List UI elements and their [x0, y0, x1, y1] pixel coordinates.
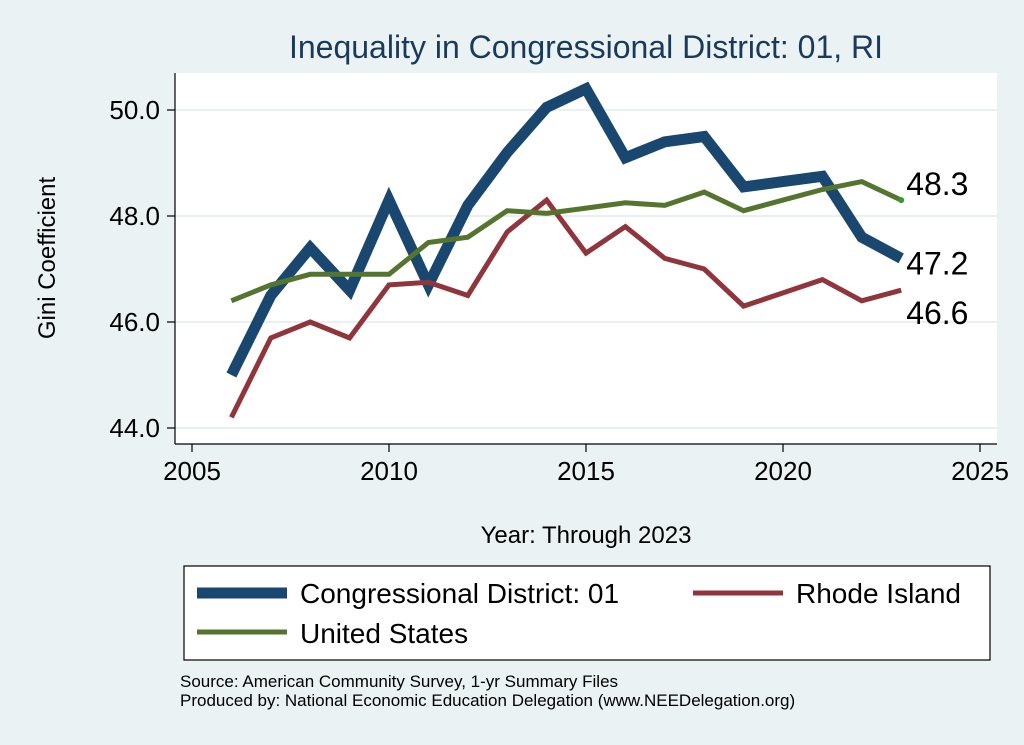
- y-tick-label: 50.0: [109, 95, 160, 125]
- legend-box: [183, 565, 991, 661]
- y-axis-label: Gini Coefficient: [34, 177, 61, 340]
- legend-label-ri: Rhode Island: [796, 578, 961, 609]
- end-label: 48.3: [906, 166, 968, 202]
- us-end-marker: [898, 197, 905, 204]
- y-tick-label: 46.0: [109, 307, 160, 337]
- y-tick-label: 44.0: [109, 413, 160, 443]
- chart-title: Inequality in Congressional District: 01…: [289, 29, 883, 65]
- x-tick-label: 2020: [754, 456, 812, 486]
- end-label: 46.6: [906, 295, 968, 331]
- series-lines: [226, 81, 905, 419]
- legend-label-us: United States: [300, 618, 468, 649]
- source-note: Source: American Community Survey, 1-yr …: [180, 672, 795, 710]
- x-axis-label: Year: Through 2023: [481, 522, 692, 549]
- plot-area: [175, 73, 997, 444]
- series-line-united-states: [230, 178, 903, 304]
- series-line-district: [226, 81, 904, 378]
- x-tick-label: 2025: [951, 456, 1009, 486]
- source-line: Source: American Community Survey, 1-yr …: [180, 672, 619, 691]
- producer-line: Produced by: National Economic Education…: [180, 691, 796, 710]
- y-tick-label: 48.0: [109, 201, 160, 231]
- series-line-rhode-island: [229, 196, 902, 419]
- end-label: 47.2: [906, 245, 968, 281]
- x-tick-label: 2015: [557, 456, 615, 486]
- end-labels: 47.2 46.6 48.3: [906, 166, 968, 331]
- x-tick-label: 2010: [360, 456, 418, 486]
- x-tick-label: 2005: [163, 456, 221, 486]
- ticks: 44.0 46.0 48.0 50.0 2005 2010 2015 2020 2025: [109, 95, 1009, 486]
- legend-label-district: Congressional District: 01: [300, 578, 619, 609]
